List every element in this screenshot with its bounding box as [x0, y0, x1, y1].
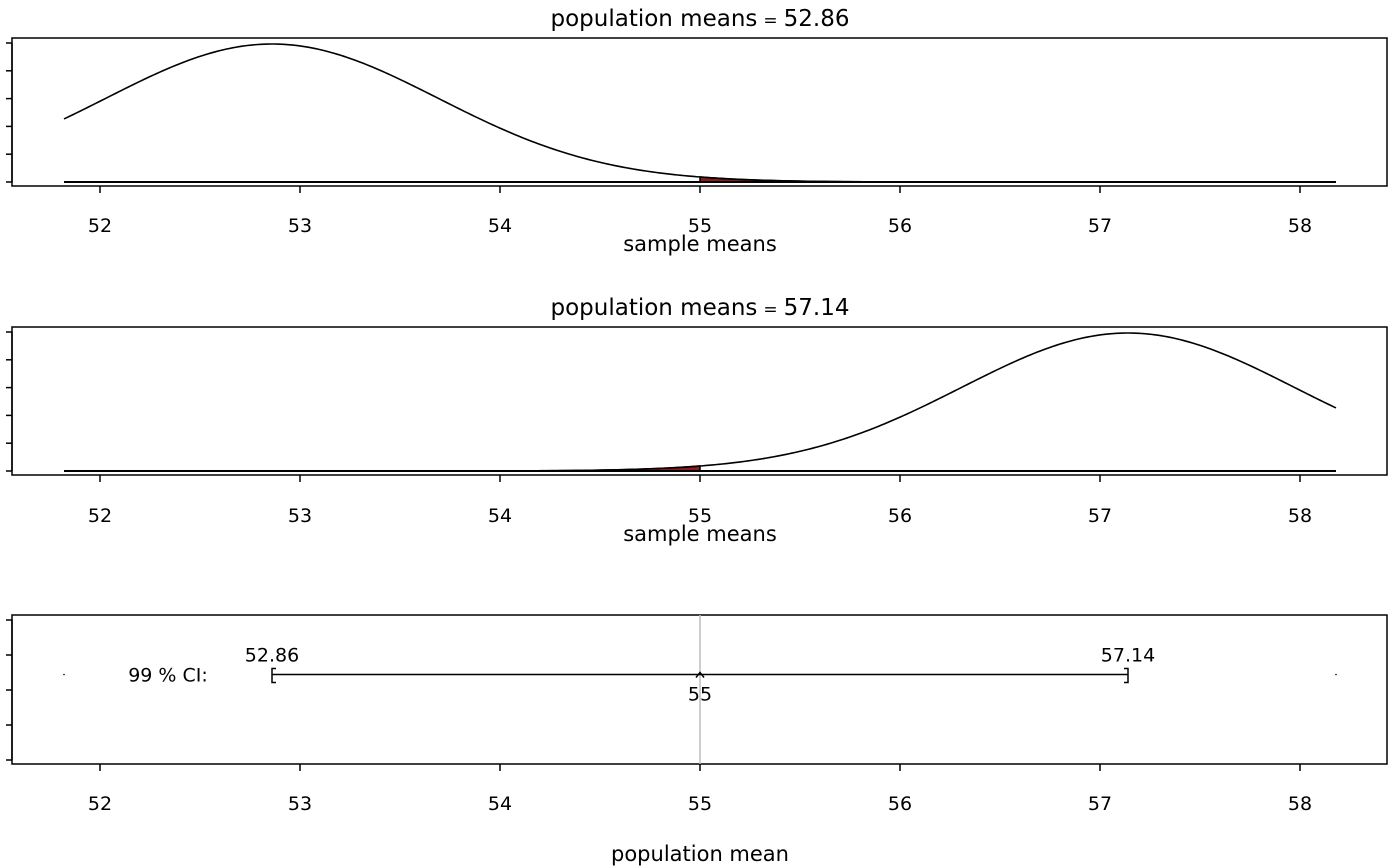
x-axis-label: population mean	[611, 842, 789, 866]
ci-estimate-label: 55	[688, 684, 712, 706]
x-tick-label-54: 54	[488, 215, 512, 237]
ci-lower-bracket	[271, 667, 276, 684]
x-tick-label-57: 57	[1088, 505, 1112, 527]
x-tick-label-55: 55	[688, 793, 712, 815]
x-tick-label-55: 55	[688, 505, 712, 527]
chart-title: population means = 57.14	[550, 295, 849, 321]
ci-label: 99 % CI:	[128, 665, 208, 687]
x-tick-label-58: 58	[1288, 505, 1312, 527]
x-tick-label-53: 53	[288, 505, 312, 527]
ci-upper-bracket	[1124, 667, 1129, 684]
density-curve	[64, 332, 1337, 472]
title-value: 57.14	[784, 295, 850, 321]
chart-title: population means = 52.86	[550, 6, 849, 32]
x-tick-label-53: 53	[288, 793, 312, 815]
x-tick-label-58: 58	[1288, 793, 1312, 815]
x-tick-label-52: 52	[88, 793, 112, 815]
x-tick-label-54: 54	[488, 505, 512, 527]
title-value: 52.86	[784, 6, 850, 32]
x-tick-label-56: 56	[888, 505, 912, 527]
x-tick-label-57: 57	[1088, 215, 1112, 237]
chart-panel-2: 52 53 54 55 56 57 58 population means = 57.14 samp…	[6, 295, 1388, 546]
plot-frame	[11, 37, 1388, 187]
density-curve	[63, 43, 1336, 183]
x-tick-label-55: 55	[688, 215, 712, 237]
chart-panel-1: 52 53 54 55 56 57 58 population means = 52.86 samp…	[6, 6, 1388, 256]
x-axis-label: sample means	[623, 522, 777, 546]
x-tick-label-58: 58	[1288, 215, 1312, 237]
title-prefix: population means	[550, 6, 757, 32]
x-tick-label-53: 53	[288, 215, 312, 237]
x-tick-label-54: 54	[488, 793, 512, 815]
x-axis-label: sample means	[623, 232, 777, 256]
plot-frame	[11, 326, 1388, 476]
x-tick-label-52: 52	[88, 215, 112, 237]
chart-panel-3: 52 53 54 55 56 57 58 population mean 99 % CI: 52.…	[6, 614, 1388, 866]
title-prefix: population means	[550, 295, 757, 321]
range-dot-right	[1335, 673, 1337, 676]
range-dot-left	[63, 673, 65, 676]
x-tick-label-52: 52	[88, 505, 112, 527]
title-equals: =	[763, 300, 777, 320]
x-tick-label-57: 57	[1088, 793, 1112, 815]
title-equals: =	[763, 11, 777, 31]
x-tick-label-56: 56	[888, 215, 912, 237]
ci-upper-label: 57.14	[1101, 645, 1155, 667]
ci-lower-label: 52.86	[245, 645, 299, 667]
x-tick-label-56: 56	[888, 793, 912, 815]
ci-estimate-marker	[695, 671, 705, 678]
